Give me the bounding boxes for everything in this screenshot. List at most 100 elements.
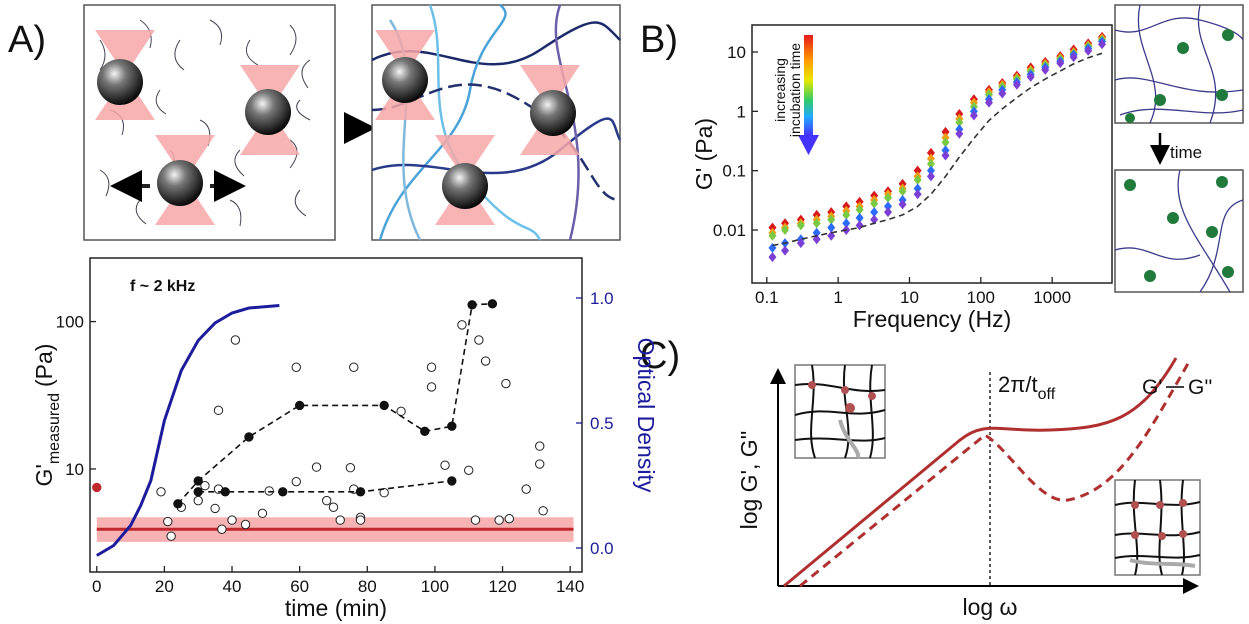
point	[291, 362, 301, 372]
series-line	[95, 304, 280, 557]
point	[768, 222, 777, 233]
x-tick-label: 100	[421, 577, 449, 596]
point	[998, 88, 1007, 99]
point	[842, 209, 851, 220]
point	[926, 165, 935, 176]
x-axis-label: Frequency (Hz)	[853, 306, 1011, 332]
point	[1041, 64, 1050, 75]
point	[926, 147, 935, 158]
point	[1012, 79, 1021, 90]
inset-network	[1114, 4, 1244, 293]
point	[470, 515, 481, 525]
point	[1026, 71, 1035, 82]
x-tick-label: 100	[967, 288, 995, 307]
point	[210, 503, 220, 514]
point	[913, 189, 922, 200]
point	[291, 476, 301, 487]
point	[166, 531, 176, 541]
y-tick-label: 10	[65, 460, 84, 479]
point	[173, 499, 183, 509]
point	[464, 465, 474, 475]
point	[827, 214, 836, 225]
illustration-network	[371, 4, 622, 241]
x-tick-label: 80	[358, 577, 377, 596]
point	[768, 252, 777, 263]
y2-tick-label: 0.0	[590, 539, 614, 558]
y-tick-label: 0.1	[722, 162, 746, 181]
point	[768, 230, 777, 241]
x-tick-label: 10	[900, 288, 919, 307]
point	[379, 400, 389, 411]
point	[827, 230, 836, 241]
point	[984, 97, 993, 108]
panel-label: A)	[8, 19, 46, 61]
crossover-label: 2π/toff	[998, 372, 1056, 403]
point	[898, 199, 907, 210]
point	[217, 524, 227, 534]
inset-label: time	[1170, 143, 1202, 162]
y-tick-label: 100	[56, 313, 84, 332]
point	[812, 218, 821, 229]
point	[926, 171, 935, 182]
point	[311, 462, 322, 472]
point	[842, 218, 851, 229]
point	[504, 513, 514, 524]
x-tick-label: 20	[155, 577, 174, 596]
panel-label: B)	[640, 19, 678, 61]
x-tick-label: 140	[556, 577, 584, 596]
point	[884, 192, 893, 203]
annotation: f ~ 2 kHz	[130, 278, 195, 295]
x-tick-label: 120	[488, 577, 516, 596]
point	[796, 238, 805, 249]
point	[193, 487, 203, 497]
annotation: increasing	[772, 58, 788, 122]
point	[322, 495, 332, 506]
point	[812, 227, 821, 238]
point	[1069, 52, 1078, 63]
point	[969, 110, 978, 121]
crossover-main: 2π/t	[998, 372, 1038, 397]
point	[294, 400, 305, 411]
point	[535, 459, 545, 469]
point	[355, 515, 366, 525]
series-line	[772, 52, 1103, 247]
y-axis-label: G'measured (Pa)	[31, 344, 63, 487]
point	[796, 220, 805, 231]
point	[913, 183, 922, 194]
x-axis-label: time (min)	[285, 595, 387, 621]
point	[494, 515, 504, 525]
point	[781, 225, 790, 236]
legend-label: G''	[1188, 376, 1212, 399]
point	[467, 300, 477, 310]
point	[396, 406, 406, 417]
point	[941, 145, 950, 156]
y-label-sub: measured	[46, 393, 63, 464]
point	[913, 174, 922, 185]
point	[420, 426, 430, 437]
point	[827, 222, 836, 233]
point	[156, 487, 166, 497]
point	[870, 214, 879, 225]
point	[379, 488, 389, 498]
plot-frame	[89, 257, 583, 573]
point	[884, 201, 893, 212]
y-axis-label: G' (Pa)	[691, 118, 717, 190]
y-tick-label: 0.01	[713, 221, 746, 240]
point	[457, 320, 467, 330]
point	[193, 476, 203, 486]
y2-axis-label: Optical Density	[633, 338, 659, 493]
point	[92, 482, 102, 493]
annotation: incubation time	[787, 43, 803, 137]
point	[855, 212, 864, 223]
point	[230, 335, 241, 345]
point	[335, 515, 345, 525]
point	[955, 128, 964, 139]
point	[501, 378, 511, 389]
point	[227, 515, 237, 525]
point	[426, 382, 437, 392]
illustration-free	[83, 4, 376, 241]
point	[213, 405, 224, 416]
y-label-main: G'	[31, 464, 57, 486]
